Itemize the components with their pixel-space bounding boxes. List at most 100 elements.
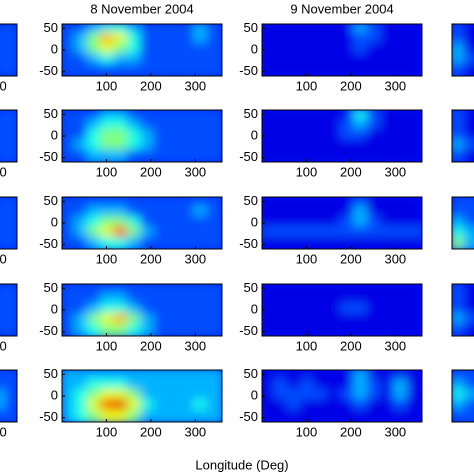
heatmap-cell [406,323,422,336]
heatmap-cell [0,197,9,210]
heatmap-cell [153,323,171,336]
heatmap-cell [4,149,17,162]
heatmap-cell [4,409,17,422]
y-tick-label: 50 [44,20,58,35]
x-tick-label: 100 [96,338,118,353]
heatmap-cell [73,63,91,76]
heatmap-cell [100,409,118,422]
heatmap-cell [393,409,411,422]
heatmap-cell [0,24,9,37]
heatmap-cell [140,323,158,336]
x-tick-label: 100 [296,338,318,353]
heatmap-cell [206,63,222,76]
heatmap-panel [452,197,474,249]
x-tick-label: 200 [140,164,162,179]
y-tick-label: 0 [51,387,58,402]
heatmap-panel [0,110,17,162]
heatmap-cell [463,205,474,220]
heatmap-cell [406,149,422,162]
heatmap-cell [353,149,371,162]
x-tick-label: 200 [340,164,362,179]
heatmap-cell [206,409,222,422]
heatmap-cell [180,149,198,162]
heatmap-cell [86,409,104,422]
heatmap-cell [300,409,318,422]
heatmap-cell [0,388,9,404]
heatmap-cell [463,226,474,241]
y-tick-label: -50 [239,323,258,338]
y-tick-label: 0 [51,301,58,316]
y-tick-label: -50 [39,149,58,164]
heatmap-cell [393,323,411,336]
y-tick-label: 0 [51,127,58,142]
heatmap-cell [313,63,331,76]
heatmap-cell [126,149,144,162]
y-tick-label: -50 [239,409,258,424]
heatmap-cell [126,323,144,336]
panel-frame [451,23,474,77]
y-tick-label: 50 [44,106,58,121]
heatmap-cell [73,409,91,422]
heatmap-cell [463,313,474,328]
heatmap-cell [0,110,9,123]
x-tick-label: 200 [340,338,362,353]
heatmap-cell [463,32,474,47]
y-tick-label: -50 [239,149,258,164]
x-tick-label: 100 [96,424,118,439]
heatmap-cell [463,292,474,307]
heatmap-cell [4,236,17,249]
heatmap-cell [340,63,358,76]
x-tick-label: 200 [340,78,362,93]
heatmap-cell [193,323,211,336]
heatmap-cell [140,236,158,249]
heatmap-cell [166,323,184,336]
heatmap-cell [463,128,474,144]
heatmap-cell [193,63,211,76]
y-tick-label: 50 [244,106,258,121]
heatmap-cell [100,63,118,76]
heatmap-cells [62,197,222,249]
heatmap-cell [273,149,291,162]
heatmap-cell [393,236,411,249]
x-tick-label: 300 [0,164,7,179]
heatmap-cell [313,323,331,336]
y-tick-label: 0 [51,214,58,229]
heatmap-cell [86,149,104,162]
heatmap-cells [62,284,222,336]
y-tick-label: 50 [244,20,258,35]
heatmap-cell [326,236,344,249]
heatmap-cell [193,409,211,422]
heatmap-cell [406,236,422,249]
y-tick-label: 0 [251,387,258,402]
heatmap-cell [340,236,358,249]
heatmap-cell [380,63,398,76]
heatmap-cell [140,63,158,76]
heatmap-cell [0,205,9,220]
x-tick-label: 300 [384,338,406,353]
heatmap-cell [153,409,171,422]
heatmap-cell [463,53,474,68]
panel-frame [0,196,18,250]
x-tick-label: 200 [140,251,162,266]
heatmap-cell [113,409,131,422]
heatmap-cell [353,323,371,336]
heatmap-cell [73,149,91,162]
heatmap-cell [353,236,371,249]
y-tick-label: 50 [244,366,258,381]
heatmap-cell [463,215,474,231]
heatmap-cell [313,409,331,422]
heatmap-cells [62,110,222,162]
heatmap-cells [452,197,474,249]
x-axis-label: Longitude (Deg) [195,457,288,472]
heatmap-cell [380,323,398,336]
heatmap-cell [463,399,474,414]
heatmap-cells [0,110,17,162]
heatmap-cell [340,409,358,422]
x-tick-label: 200 [340,251,362,266]
heatmap-cell [406,409,422,422]
x-tick-label: 300 [184,164,206,179]
heatmap-cell [0,370,9,383]
heatmap-cell [0,226,9,241]
heatmap-panel [0,370,17,422]
